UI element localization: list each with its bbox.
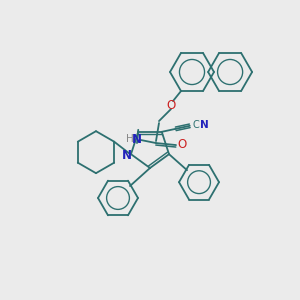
- Text: O: O: [167, 99, 176, 112]
- Text: H: H: [126, 134, 134, 144]
- Text: C: C: [193, 120, 200, 130]
- Text: N: N: [200, 120, 208, 130]
- Text: N: N: [122, 149, 132, 162]
- Text: N: N: [132, 133, 142, 146]
- Text: O: O: [177, 138, 187, 151]
